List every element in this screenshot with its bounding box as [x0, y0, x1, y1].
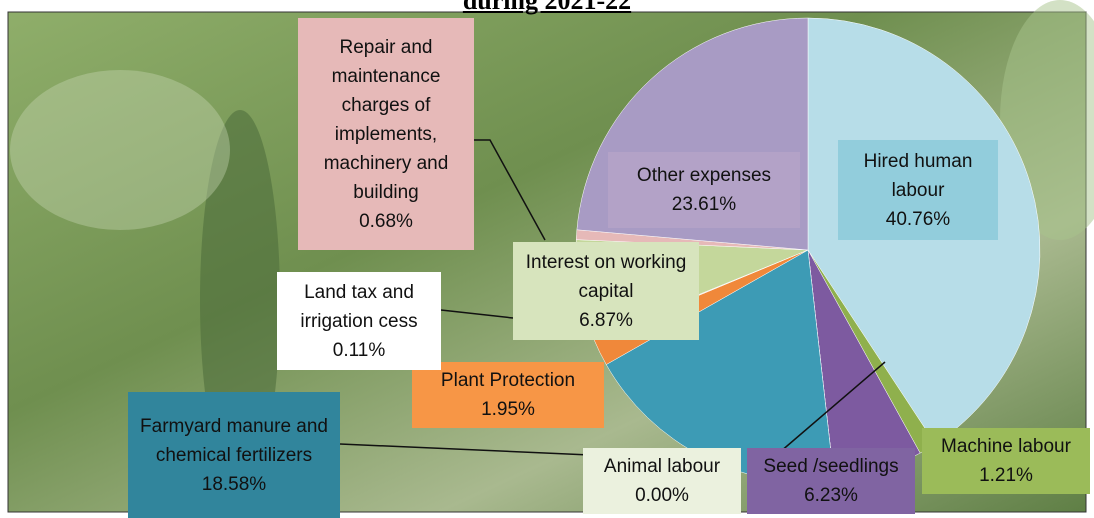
label-value: 6.23%: [804, 481, 858, 510]
label-value: 6.87%: [579, 306, 633, 335]
label-value: 1.95%: [481, 395, 535, 424]
photo-detail: [10, 70, 230, 230]
label-category: Other expenses: [637, 161, 771, 190]
label-value: 1.21%: [979, 461, 1033, 490]
label-category: Hired human labour: [844, 147, 992, 205]
label-category: Machine labour: [941, 432, 1071, 461]
label-value: 0.00%: [635, 481, 689, 510]
label-category: Farmyard manure and chemical fertilizers: [134, 412, 334, 470]
data-label: Repair and maintenance charges of implem…: [298, 18, 474, 250]
label-value: 18.58%: [202, 470, 266, 499]
label-category: Interest on working capital: [519, 248, 693, 306]
label-value: 40.76%: [886, 205, 950, 234]
label-category: Seed /seedlings: [763, 452, 898, 481]
label-category: Land tax and irrigation cess: [283, 278, 435, 336]
label-value: 23.61%: [672, 190, 736, 219]
label-category: Animal labour: [604, 452, 720, 481]
label-value: 0.68%: [359, 207, 413, 236]
chart: during 2021-22 Hired human labour40.76% M…: [0, 0, 1094, 518]
label-category: Plant Protection: [441, 366, 575, 395]
data-label: Farmyard manure and chemical fertilizers…: [128, 392, 340, 518]
label-category: Repair and maintenance charges of implem…: [304, 33, 468, 207]
chart-title: during 2021-22: [0, 0, 1094, 16]
label-value: 0.11%: [333, 336, 385, 365]
